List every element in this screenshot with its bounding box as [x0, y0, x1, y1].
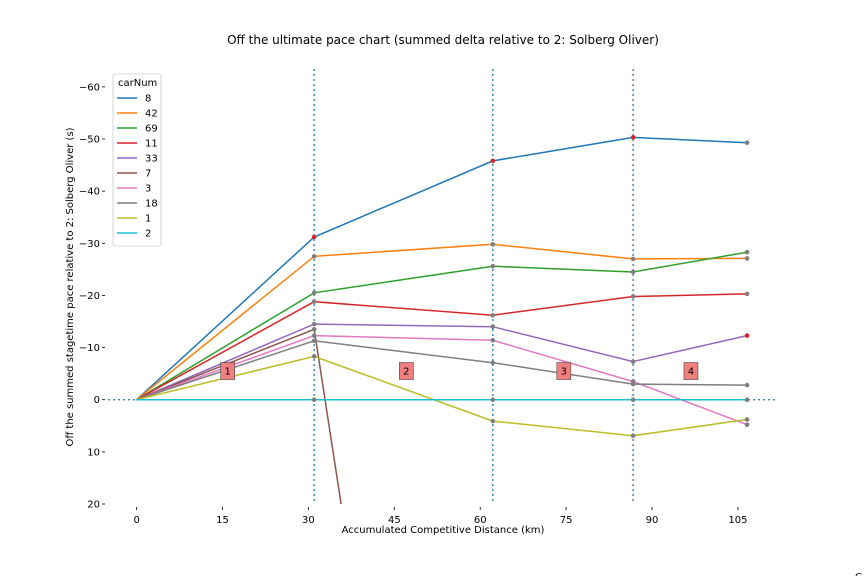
- y-tick-label: −40: [79, 187, 100, 198]
- overflow-text: C: [855, 572, 862, 576]
- legend-title: carNum: [118, 78, 157, 89]
- x-tick-label: 15: [216, 515, 229, 526]
- series-marker-33: [630, 359, 636, 364]
- legend-label-69: 69: [145, 124, 158, 135]
- series-markers: [311, 135, 750, 438]
- series-marker-8: [744, 140, 750, 145]
- stage-label-text: 2: [403, 367, 409, 378]
- legend: carNum 8 42 69 11 33 7 3 18 1 2: [112, 73, 162, 247]
- series-marker-2: [630, 397, 636, 403]
- y-axis-label: Off the summed stagetime pace relative t…: [65, 127, 76, 446]
- series-marker-42: [311, 254, 317, 259]
- series-marker-18: [311, 338, 317, 344]
- stage-label-box: [556, 362, 572, 380]
- x-tick-label: 105: [728, 515, 747, 526]
- stage-label-text: 3: [561, 367, 567, 378]
- y-tick-label: −10: [79, 343, 100, 354]
- chart-title: Off the ultimate pace chart (summed delt…: [227, 33, 659, 47]
- series-marker-42: [744, 256, 750, 261]
- series-marker-3: [490, 337, 496, 343]
- series-marker-18: [490, 360, 496, 365]
- series-marker-69: [744, 249, 750, 255]
- series-marker-33: [744, 333, 750, 338]
- series-marker-1: [630, 433, 636, 438]
- y-tick-label: 20: [87, 500, 100, 511]
- x-axis-label: Accumulated Competitive Distance (km): [342, 525, 545, 536]
- y-tick-label: −30: [79, 239, 100, 250]
- series-marker-42: [630, 256, 636, 262]
- stage-boundaries: [313, 69, 634, 504]
- stage-label-box: [683, 362, 699, 380]
- series-marker-11: [490, 312, 496, 318]
- series-marker-3: [311, 333, 317, 338]
- series-marker-33: [490, 324, 496, 330]
- stage-labels: 1 2 3 4: [220, 362, 699, 380]
- series-marker-11: [744, 291, 750, 297]
- series-marker-3: [744, 422, 750, 428]
- legend-label-8: 8: [145, 94, 151, 105]
- series-marker-7: [311, 327, 317, 332]
- legend-label-2: 2: [145, 229, 151, 240]
- stage-label-text: 1: [224, 367, 230, 378]
- x-tick-label: 75: [560, 515, 573, 526]
- series-marker-69: [630, 269, 636, 275]
- series-marker-69: [490, 263, 496, 269]
- stage-label-text: 4: [688, 367, 694, 378]
- series-marker-33: [311, 321, 317, 327]
- series-marker-2: [744, 397, 750, 403]
- series-marker-11: [311, 299, 317, 304]
- series-marker-11: [630, 294, 636, 299]
- stage-label-box: [399, 362, 414, 380]
- series-marker-1: [311, 354, 317, 359]
- series-lines: [136, 136, 748, 505]
- y-tick-label: 10: [87, 447, 100, 458]
- legend-label-1: 1: [145, 214, 151, 225]
- legend-label-3: 3: [145, 184, 151, 195]
- series-marker-2: [311, 397, 317, 403]
- x-tick-label: 0: [133, 515, 139, 526]
- series-marker-18: [630, 381, 636, 387]
- y-tick-label: −50: [79, 135, 100, 146]
- stage-label-box: [220, 362, 235, 380]
- legend-label-7: 7: [145, 169, 151, 180]
- x-tick-label: 45: [388, 515, 401, 526]
- y-tick-label: −20: [79, 291, 100, 302]
- legend-label-11: 11: [145, 139, 158, 150]
- y-tick-label: 0: [94, 395, 100, 406]
- series-marker-18: [744, 382, 750, 388]
- series-marker-1: [744, 417, 750, 422]
- series-marker-2: [490, 397, 496, 403]
- series-line-33: [136, 323, 748, 401]
- series-marker-8: [311, 234, 317, 240]
- axes: 0 15 30 45 60 75 90 105 −60 −50 −40 −30 −20 −10 0 10 20: [79, 82, 778, 526]
- x-tick-label: 90: [646, 515, 659, 526]
- legend-label-33: 33: [145, 154, 158, 165]
- legend-label-18: 18: [145, 199, 158, 210]
- series-marker-8: [630, 135, 636, 140]
- x-tick-label: 30: [302, 515, 315, 526]
- series-marker-8: [490, 158, 496, 164]
- x-tick-label: 60: [474, 515, 487, 526]
- series-marker-69: [311, 290, 317, 296]
- series-marker-1: [490, 418, 496, 424]
- series-marker-42: [490, 242, 496, 247]
- y-tick-label: −60: [79, 82, 100, 93]
- legend-label-42: 42: [145, 109, 158, 120]
